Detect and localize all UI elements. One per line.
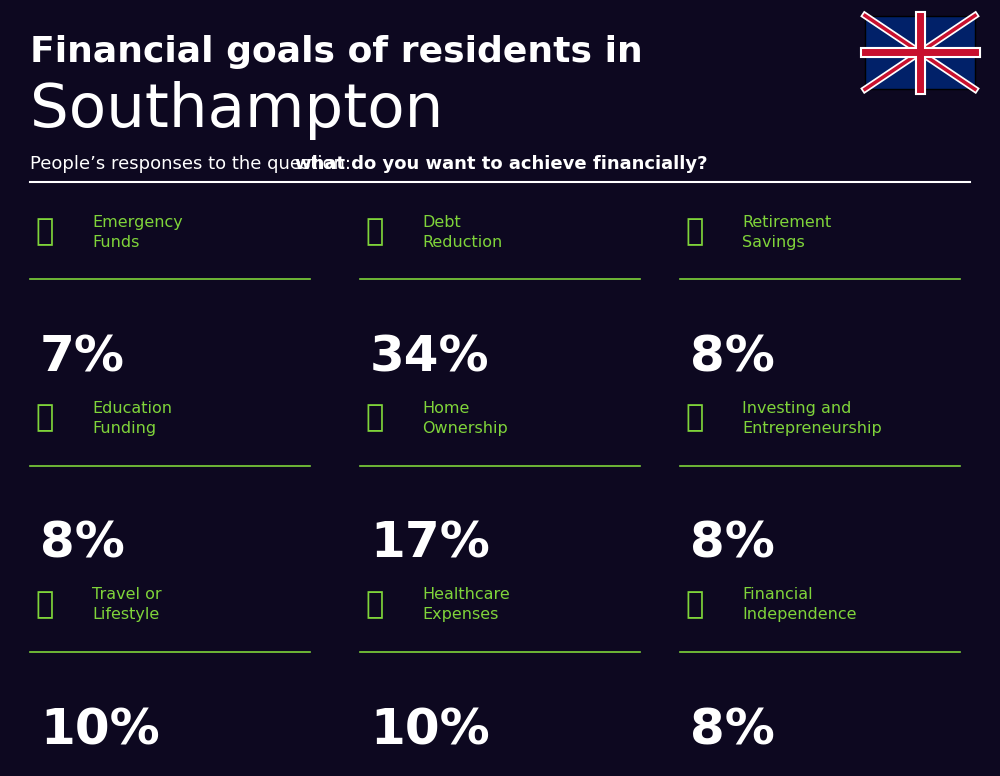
Text: 🏛: 🏛 [365,217,383,246]
Text: Healthcare
Expenses: Healthcare Expenses [422,587,510,622]
Text: 8%: 8% [690,334,775,382]
Text: 🌴: 🌴 [35,590,53,618]
Text: Education
Funding: Education Funding [92,401,172,436]
Text: what do you want to achieve financially?: what do you want to achieve financially? [295,155,708,173]
Text: 8%: 8% [40,520,125,568]
Text: 🏆: 🏆 [685,590,703,618]
Text: People’s responses to the question:: People’s responses to the question: [30,155,357,173]
Text: 10%: 10% [40,706,160,754]
Text: 8%: 8% [690,520,775,568]
Text: Southampton: Southampton [30,81,443,140]
Text: 34%: 34% [370,334,490,382]
Text: 🐷: 🐷 [35,217,53,246]
Text: 7%: 7% [40,334,125,382]
Text: Emergency
Funds: Emergency Funds [92,215,183,250]
Text: Debt
Reduction: Debt Reduction [422,215,502,250]
Text: Financial goals of residents in: Financial goals of residents in [30,35,643,69]
Text: 💓: 💓 [365,590,383,618]
Text: 💼: 💼 [685,404,703,432]
Text: Home
Ownership: Home Ownership [422,401,508,436]
FancyBboxPatch shape [865,16,975,89]
Text: Financial
Independence: Financial Independence [742,587,856,622]
Text: 🔒: 🔒 [685,217,703,246]
Text: 17%: 17% [370,520,490,568]
Text: 10%: 10% [370,706,490,754]
Text: 📚: 📚 [35,404,53,432]
Text: 🏠: 🏠 [365,404,383,432]
Text: Travel or
Lifestyle: Travel or Lifestyle [92,587,162,622]
Text: Retirement
Savings: Retirement Savings [742,215,831,250]
Text: 8%: 8% [690,706,775,754]
Text: Investing and
Entrepreneurship: Investing and Entrepreneurship [742,401,882,436]
